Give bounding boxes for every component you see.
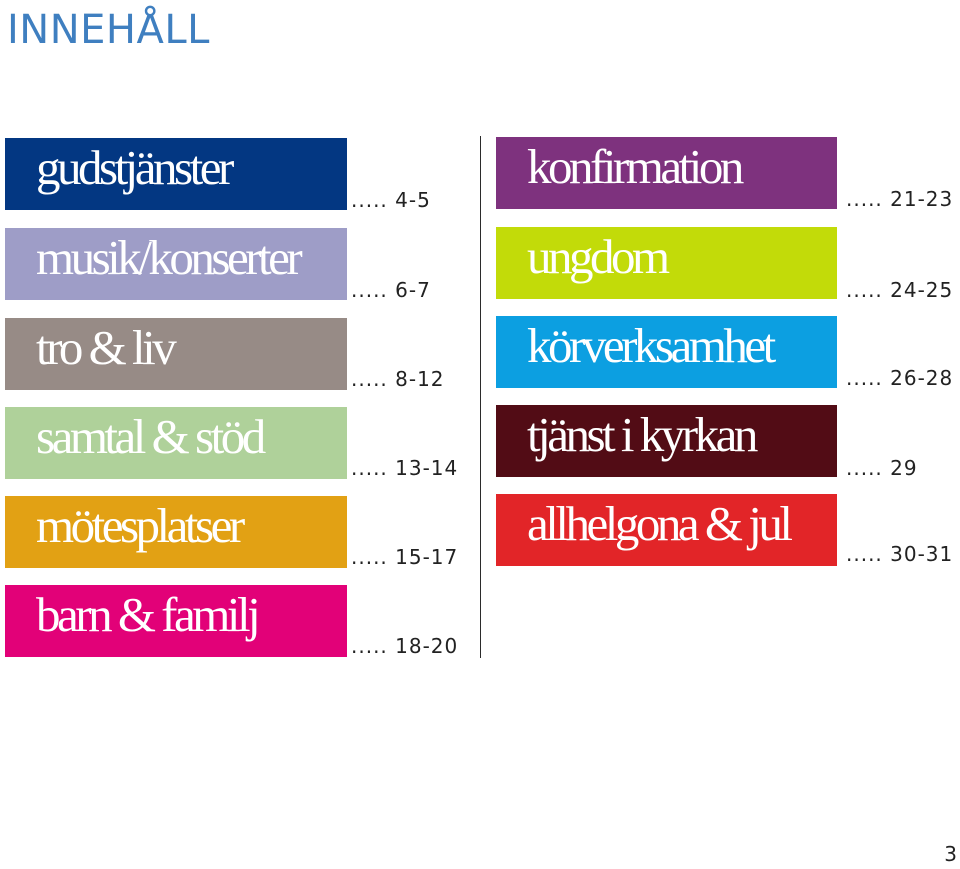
toc-item-tro-och-liv[interactable]: tro & liv bbox=[5, 318, 347, 390]
toc-item-ungdom[interactable]: ungdom bbox=[496, 227, 837, 299]
toc-item-korverksamhet[interactable]: körverksamhet bbox=[496, 316, 837, 388]
toc-pages-gudstjanster: ..... 4-5 bbox=[351, 188, 431, 212]
page-number: 3 bbox=[944, 842, 957, 866]
toc-item-musik-konserter[interactable]: musik/konserter bbox=[5, 228, 347, 300]
toc-pages-musik-konserter: ..... 6-7 bbox=[351, 278, 431, 302]
toc-pages-korverksamhet: ..... 26-28 bbox=[846, 366, 954, 390]
toc-pages-ungdom: ..... 24-25 bbox=[846, 278, 954, 302]
toc-pages-barn-och-familj: ..... 18-20 bbox=[351, 634, 459, 658]
toc-pages-motesplatser: ..... 15-17 bbox=[351, 545, 459, 569]
page-title: INNEHÅLL bbox=[7, 7, 210, 53]
column-divider bbox=[480, 136, 481, 658]
toc-pages-tjanst-i-kyrkan: ..... 29 bbox=[846, 456, 918, 480]
toc-item-barn-och-familj[interactable]: barn & familj bbox=[5, 585, 347, 657]
toc-item-samtal-och-stod[interactable]: samtal & stöd bbox=[5, 407, 347, 479]
toc-item-gudstjanster[interactable]: gudstjänster bbox=[5, 138, 347, 210]
toc-item-allhelgona-och-jul[interactable]: allhelgona & jul bbox=[496, 494, 837, 566]
toc-item-motesplatser[interactable]: mötesplatser bbox=[5, 496, 347, 568]
toc-item-konfirmation[interactable]: konfirmation bbox=[496, 137, 837, 209]
toc-item-tjanst-i-kyrkan[interactable]: tjänst i kyrkan bbox=[496, 405, 837, 477]
toc-pages-konfirmation: ..... 21-23 bbox=[846, 187, 954, 211]
toc-pages-samtal-och-stod: ..... 13-14 bbox=[351, 456, 459, 480]
toc-pages-tro-och-liv: ..... 8-12 bbox=[351, 367, 445, 391]
toc-pages-allhelgona-och-jul: ..... 30-31 bbox=[846, 542, 954, 566]
